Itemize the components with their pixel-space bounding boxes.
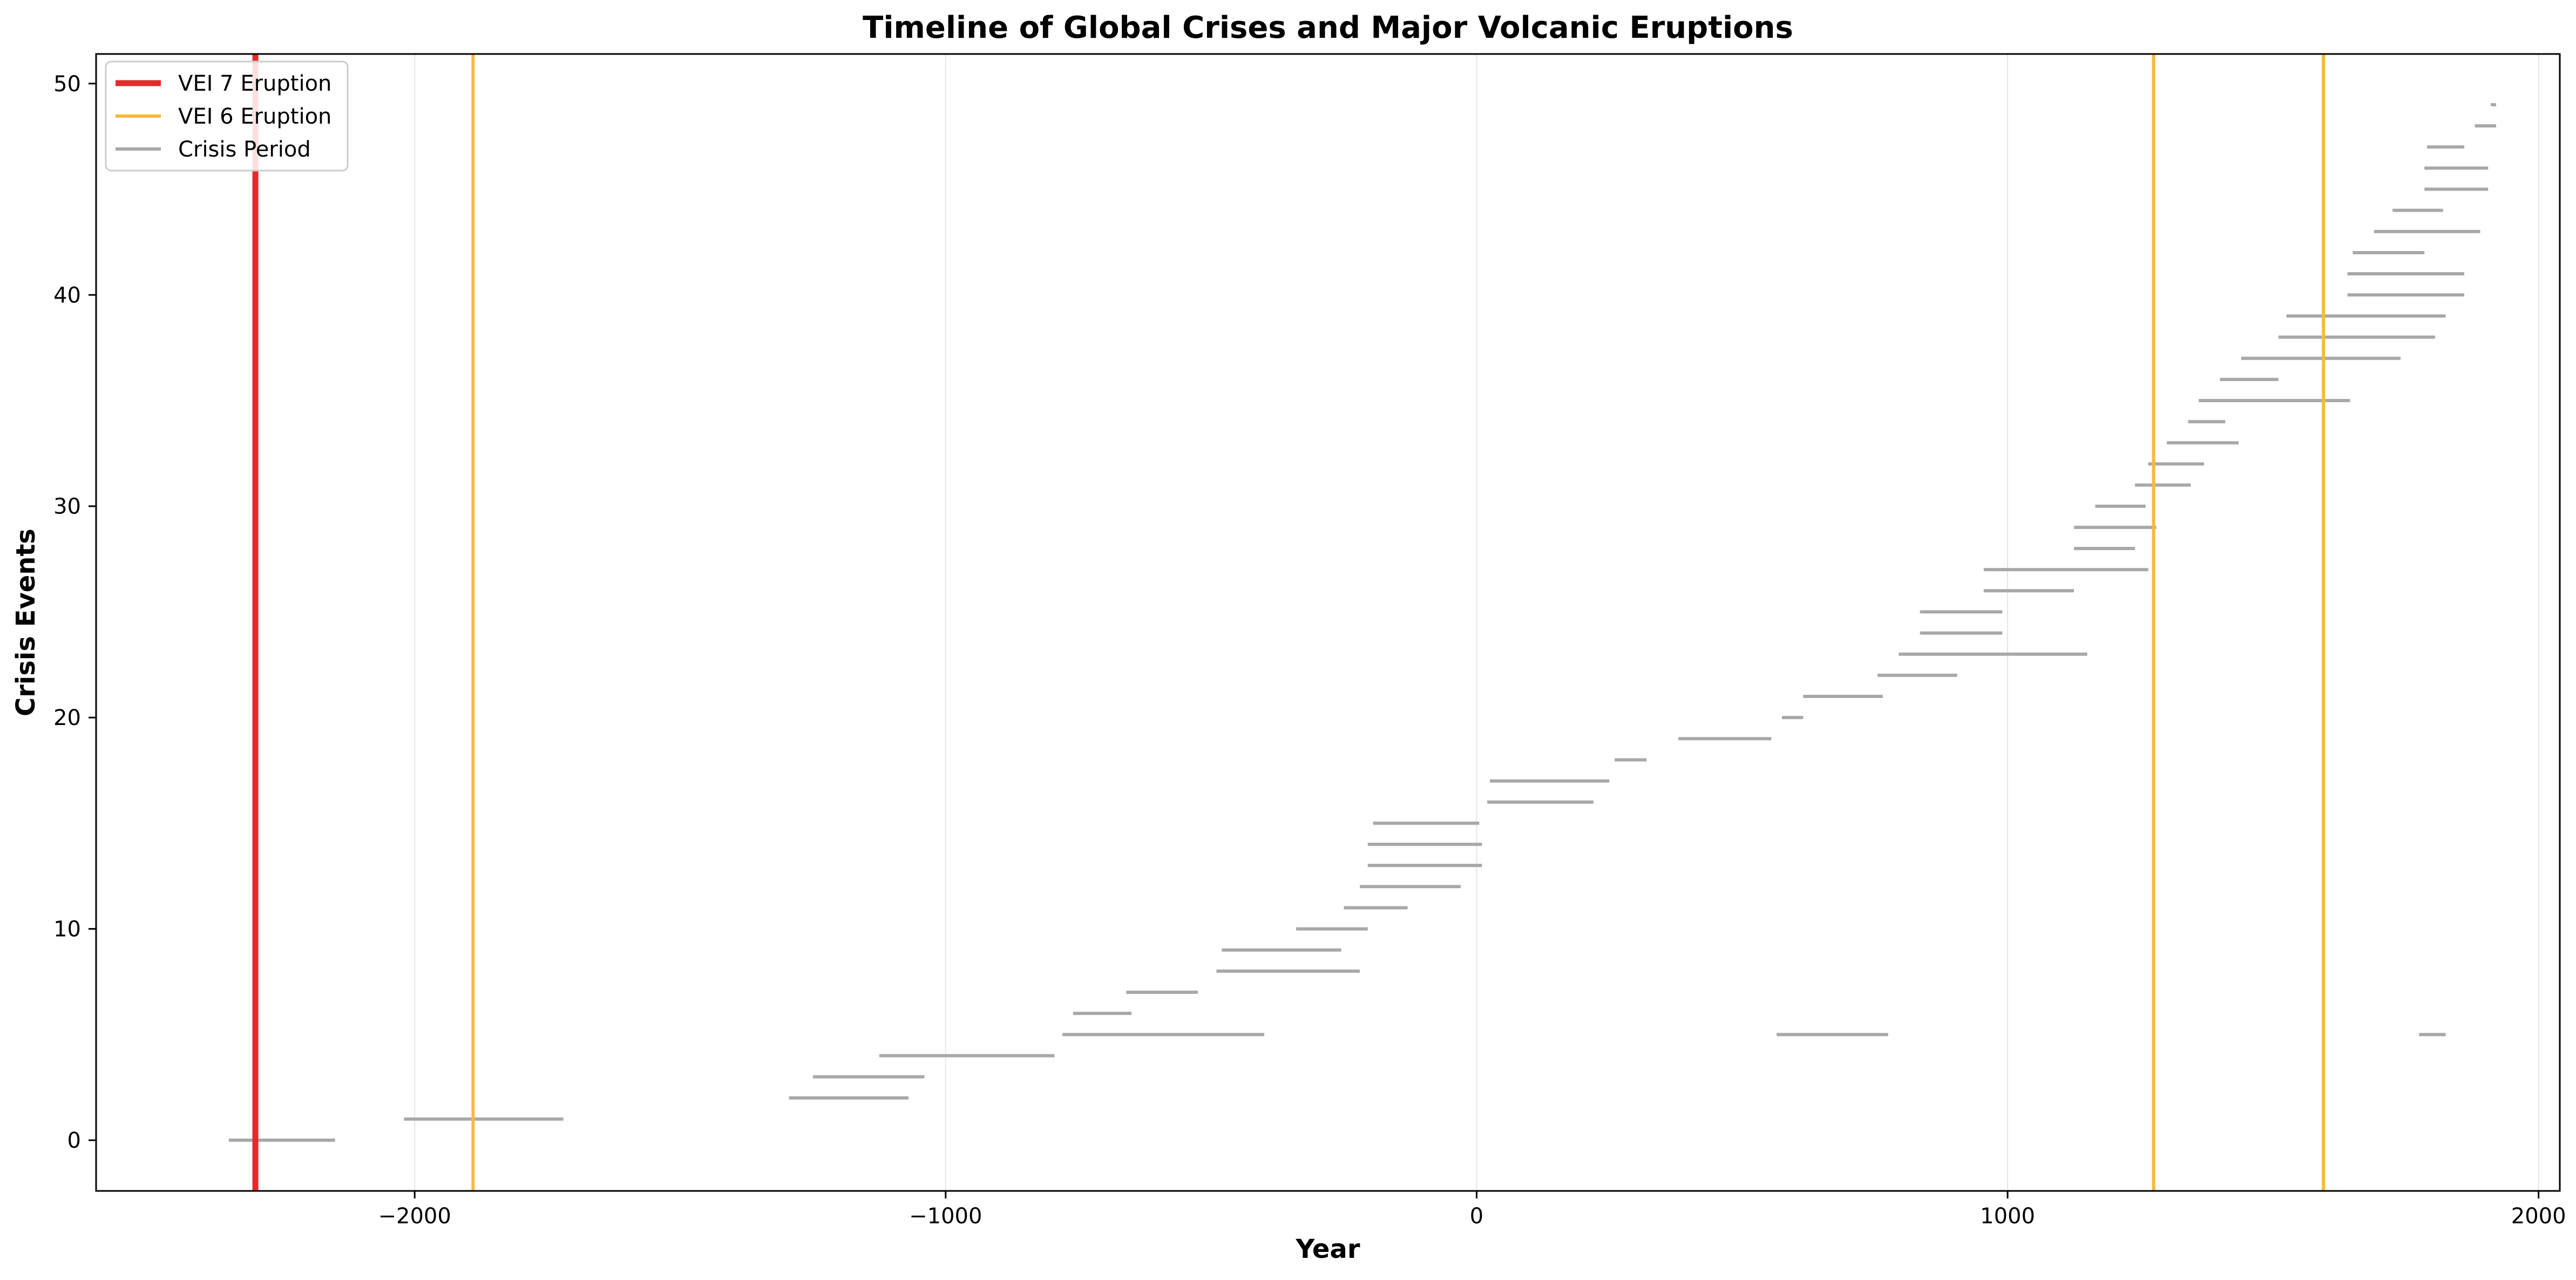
y-axis-label: Crisis Events	[11, 529, 41, 716]
legend-box	[105, 60, 349, 172]
legend-label-vei6: VEI 6 Eruption	[178, 104, 331, 129]
y-tick-label: 30	[53, 495, 81, 519]
grid-lines	[414, 54, 2539, 1191]
legend-label-vei7: VEI 7 Eruption	[178, 71, 331, 96]
chart-title: Timeline of Global Crises and Major Volc…	[863, 10, 1793, 45]
y-tick-label: 0	[67, 1128, 81, 1153]
x-tick-label: −1000	[909, 1204, 982, 1229]
crisis-periods	[228, 103, 2496, 1142]
plot-frame	[95, 53, 2561, 1192]
y-axis-ticks: 0 10 20 30 40 50	[53, 72, 96, 1153]
y-tick-label: 10	[53, 917, 81, 942]
y-tick-label: 50	[53, 72, 81, 97]
y-tick-label: 40	[53, 283, 81, 308]
x-tick-label: 1000	[1980, 1204, 2035, 1229]
x-axis-ticks: −2000 −1000 0 1000 2000	[378, 1191, 2566, 1229]
x-axis-label: Year	[1296, 1234, 1360, 1264]
legend-label-crisis: Crisis Period	[178, 137, 311, 162]
x-tick-label: −2000	[378, 1204, 451, 1229]
legend: VEI 7 Eruption VEI 6 Eruption Crisis Perio…	[105, 60, 349, 172]
x-tick-label: 0	[1470, 1204, 1483, 1229]
eruption-lines	[252, 54, 2326, 1191]
y-tick-label: 20	[53, 706, 81, 730]
x-tick-label: 2000	[2511, 1204, 2566, 1229]
